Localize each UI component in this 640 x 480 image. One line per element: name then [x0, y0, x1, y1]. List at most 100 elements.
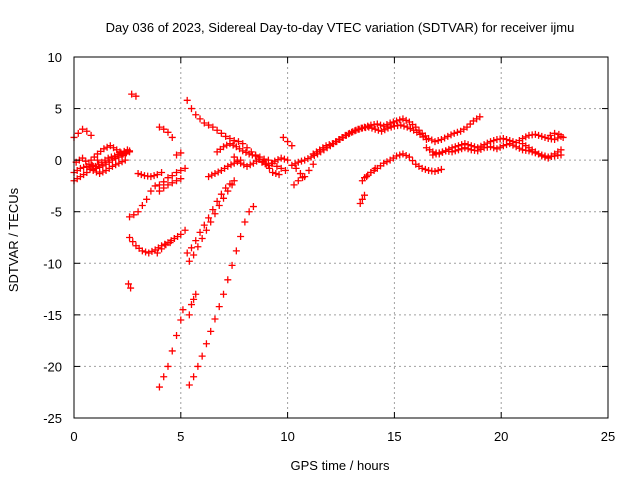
data-point [431, 138, 439, 146]
data-point [155, 383, 163, 391]
data-point [192, 290, 200, 298]
data-point [179, 306, 187, 314]
data-point [506, 140, 514, 148]
data-point [224, 187, 232, 195]
data-point [177, 149, 185, 157]
data-point [296, 170, 304, 178]
data-point [148, 247, 156, 255]
data-point [234, 138, 242, 146]
data-point [209, 123, 217, 131]
series-arc-11 [134, 169, 166, 181]
data-point [108, 162, 116, 170]
data-point [356, 199, 364, 207]
data-point [160, 184, 168, 192]
data-point [83, 169, 91, 177]
data-point [246, 161, 254, 169]
data-point [412, 123, 420, 131]
data-point [451, 147, 459, 155]
data-point [208, 171, 216, 179]
data-point [499, 142, 507, 150]
data-point [461, 144, 469, 152]
data-point [387, 123, 395, 131]
data-point [280, 155, 288, 163]
data-point [237, 159, 245, 167]
data-point [437, 165, 445, 173]
data-point [145, 249, 153, 257]
data-point [367, 169, 375, 177]
data-point [153, 171, 161, 179]
data-point [434, 137, 442, 145]
data-point [230, 137, 238, 145]
data-point [248, 151, 256, 159]
data-point [209, 206, 217, 214]
data-point [155, 181, 163, 189]
data-point [380, 159, 388, 167]
data-point [177, 175, 185, 183]
data-point [364, 122, 372, 130]
data-point [202, 226, 210, 234]
data-point [348, 128, 356, 136]
data-point [252, 152, 260, 160]
data-point [74, 129, 82, 137]
data-point [288, 142, 296, 150]
y-tick-label: 0 [55, 153, 62, 168]
data-point [147, 173, 155, 181]
data-point [476, 113, 484, 121]
x-axis-label: GPS time / hours [291, 458, 390, 473]
data-point [371, 125, 379, 133]
x-tick-label: 0 [70, 429, 77, 444]
data-point [229, 141, 237, 149]
y-tick-label: -15 [43, 308, 62, 323]
data-point [160, 178, 168, 186]
data-point [493, 145, 501, 153]
data-point [531, 130, 539, 138]
data-point [220, 194, 228, 202]
data-point [245, 208, 253, 216]
data-point [158, 169, 166, 177]
data-point [119, 150, 127, 158]
plot-frame [73, 56, 609, 419]
data-point [463, 123, 471, 131]
data-point [211, 210, 219, 218]
data-point [297, 157, 305, 165]
y-tick-label: -5 [50, 205, 62, 220]
data-point [205, 121, 213, 129]
data-point [168, 172, 176, 180]
data-point [299, 174, 307, 182]
data-point [183, 96, 191, 104]
data-point [322, 142, 330, 150]
data-point [384, 124, 392, 132]
data-point [441, 134, 449, 142]
data-point [230, 153, 238, 161]
data-point [190, 373, 198, 381]
data-point [138, 202, 146, 210]
data-point [164, 174, 172, 182]
data-point [487, 143, 495, 151]
series-arc-6 [89, 156, 129, 178]
data-point [271, 157, 279, 165]
y-tick-label: -10 [43, 256, 62, 271]
data-point [454, 146, 462, 154]
data-point [96, 170, 104, 178]
data-point [354, 125, 362, 133]
data-point [103, 143, 111, 151]
data-point [292, 164, 300, 172]
data-point [194, 362, 202, 370]
data-point [213, 126, 221, 134]
data-point [200, 221, 208, 229]
data-point [92, 168, 100, 176]
data-point [374, 126, 382, 134]
data-point [402, 152, 410, 160]
series-arc-9 [126, 226, 189, 257]
data-point [240, 161, 248, 169]
x-tick-label: 10 [280, 429, 294, 444]
data-point [215, 303, 223, 311]
x-tick-label: 20 [494, 429, 508, 444]
data-point [239, 147, 247, 155]
data-point [559, 133, 567, 141]
data-point [196, 228, 204, 236]
x-tick-label: 15 [387, 429, 401, 444]
data-point [127, 284, 135, 292]
data-point [185, 381, 193, 389]
